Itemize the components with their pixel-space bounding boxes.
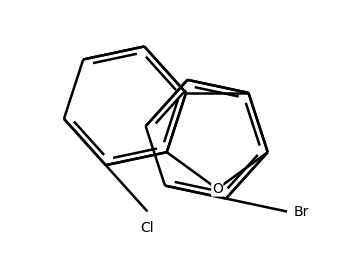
Text: O: O	[212, 182, 223, 196]
Text: Cl: Cl	[141, 221, 154, 235]
Text: Br: Br	[293, 205, 309, 219]
